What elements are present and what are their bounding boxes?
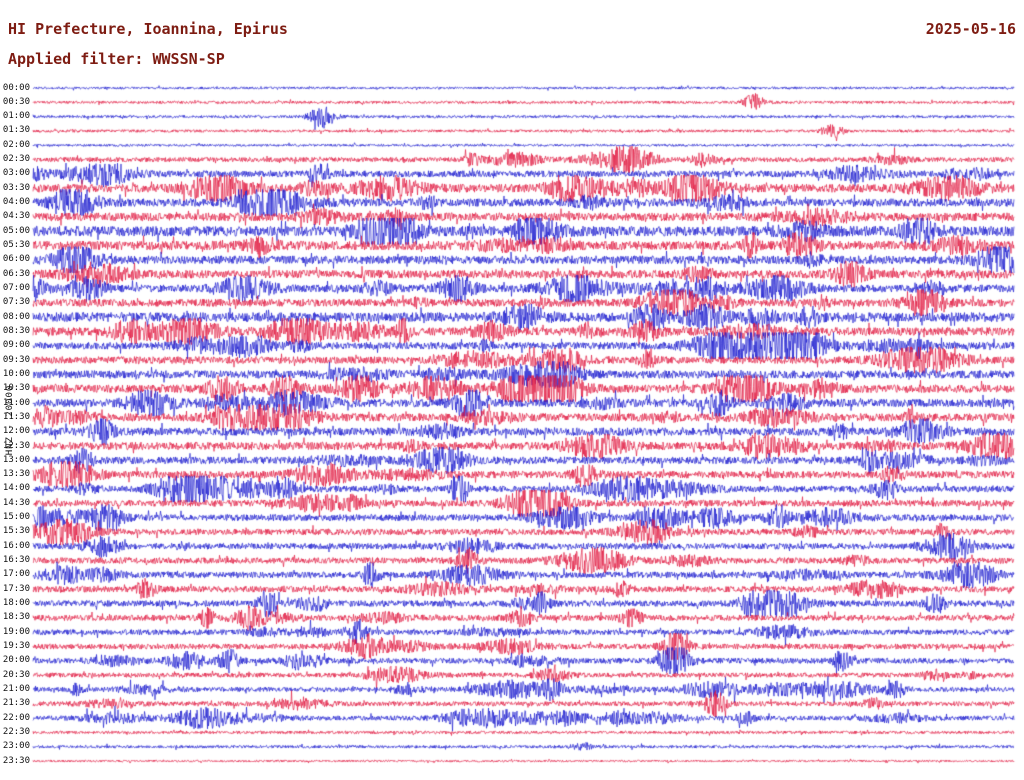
helicorder-page: HI Prefecture, Ioannina, Epirus 2025-05-… bbox=[0, 0, 1024, 780]
helicorder-canvas bbox=[0, 0, 1024, 780]
